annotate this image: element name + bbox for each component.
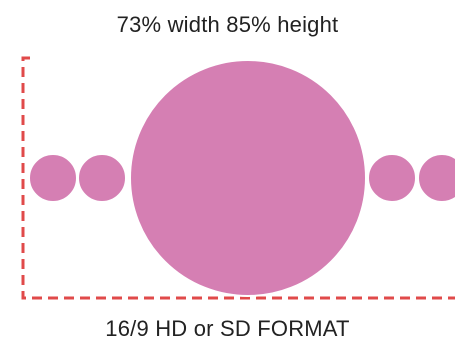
frame-outline [21,56,455,300]
small-circle-left-2 [77,153,127,203]
format-caption: 16/9 HD or SD FORMAT [105,316,350,341]
size-caption: 73% width 85% height [116,12,339,37]
small-circle-right-2 [417,153,455,203]
large-circle [129,59,367,297]
small-circle-left-1 [28,153,78,203]
small-circle-right-1 [367,153,417,203]
